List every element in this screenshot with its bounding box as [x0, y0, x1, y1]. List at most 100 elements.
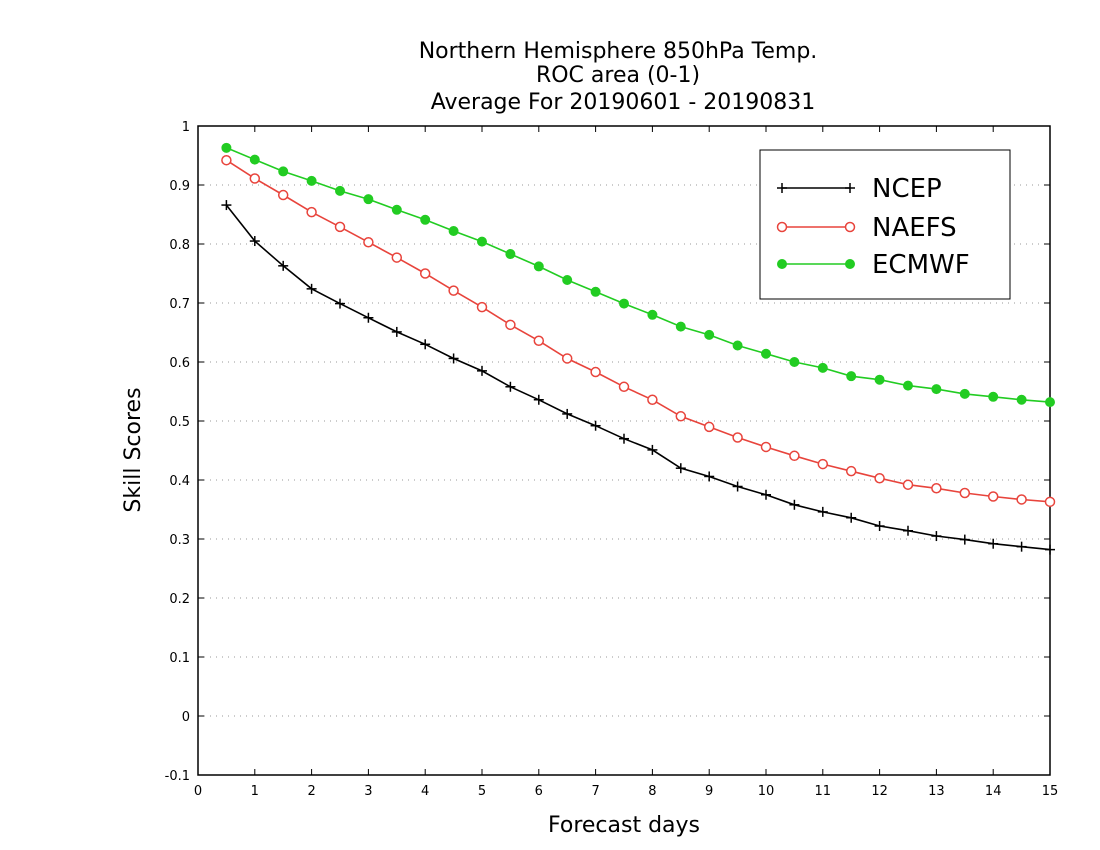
data-point-ecmwf: [1016, 394, 1027, 405]
data-point-naefs: [902, 479, 914, 490]
data-point-ecmwf: [761, 348, 771, 359]
y-tick-label: -0.1: [165, 769, 190, 784]
series-line-ncep: [225, 204, 1051, 551]
x-tick-label: 7: [591, 784, 599, 799]
data-point-ecmwf: [988, 391, 999, 402]
data-point-naefs: [334, 221, 346, 233]
data-point-ncep: [931, 531, 942, 542]
data-point-naefs: [760, 441, 772, 453]
legend: NCEP NAEFS ECMWF: [759, 149, 1011, 300]
data-point-naefs: [476, 301, 488, 313]
data-point-ecmwf: [562, 274, 573, 285]
data-point-naefs: [448, 285, 459, 296]
data-point-ecmwf: [817, 362, 828, 373]
legend-marker-naefs: [844, 221, 856, 233]
x-tick-label: 0: [194, 784, 202, 799]
data-point-naefs: [817, 458, 829, 470]
data-point-ncep: [846, 512, 857, 523]
data-point-ecmwf: [789, 357, 800, 367]
data-point-ncep: [874, 521, 885, 532]
data-point-naefs: [647, 394, 658, 406]
series-ncep: [221, 200, 1055, 555]
data-point-naefs: [618, 381, 630, 393]
y-tick-label: 0.2: [169, 592, 190, 607]
x-tick-label: 12: [871, 784, 888, 799]
data-point-naefs: [703, 421, 715, 433]
x-tick-label: 1: [251, 784, 259, 799]
x-tick-label: 6: [535, 784, 543, 799]
y-tick-label: 0.3: [169, 533, 190, 548]
data-point-ecmwf: [306, 175, 317, 186]
data-point-ecmwf: [278, 166, 289, 177]
x-tick-label: 8: [648, 784, 656, 799]
data-point-ncep: [817, 506, 828, 517]
data-point-ecmwf: [221, 142, 232, 153]
legend-label-naefs: NAEFS: [872, 213, 957, 243]
data-point-ncep: [306, 283, 317, 294]
data-point-ncep: [959, 534, 970, 545]
data-point-naefs: [249, 173, 261, 184]
x-tick-label: 2: [307, 784, 315, 799]
legend-box: [759, 149, 1011, 300]
x-axis: 0 1 2 3 4 5 6 7 8 9 10 11 12 13 14 15: [194, 126, 1058, 799]
data-point-ecmwf: [704, 329, 715, 340]
data-point-naefs: [590, 366, 601, 378]
legend-marker-ecmwf: [845, 259, 855, 269]
data-point-ncep: [505, 381, 516, 392]
data-point-naefs: [505, 319, 516, 331]
data-point-ncep: [761, 489, 771, 500]
data-point-naefs: [874, 472, 885, 484]
data-point-ncep: [562, 408, 573, 419]
data-point-ecmwf: [448, 226, 459, 237]
data-point-ncep: [249, 236, 260, 247]
data-point-ncep: [1016, 541, 1027, 552]
legend-marker-ncep: [777, 183, 787, 193]
data-point-ncep: [1045, 544, 1055, 555]
data-point-naefs: [391, 252, 403, 263]
chart-title-line-3: Average For 20190601 - 20190831: [431, 90, 816, 115]
data-point-ncep: [988, 538, 999, 549]
data-point-ecmwf: [647, 309, 658, 320]
x-tick-label: 13: [928, 784, 945, 799]
data-point-ecmwf: [959, 388, 970, 399]
data-point-ecmwf: [732, 340, 743, 351]
data-point-ncep: [477, 365, 487, 376]
legend-marker-naefs: [776, 221, 788, 233]
data-point-naefs: [306, 206, 317, 218]
data-point-ecmwf: [477, 236, 487, 247]
legend-marker-ncep: [845, 183, 855, 193]
legend-label-ncep: NCEP: [872, 174, 942, 204]
x-tick-label: 4: [421, 784, 429, 799]
x-tick-label: 3: [364, 784, 372, 799]
data-point-ecmwf: [874, 374, 885, 385]
data-point-naefs: [675, 411, 687, 422]
data-point-ncep: [391, 326, 402, 337]
data-point-ecmwf: [533, 261, 544, 272]
data-point-naefs: [845, 465, 857, 477]
y-tick-label: 0.4: [169, 474, 190, 489]
y-tick-label: 0.6: [169, 356, 190, 371]
y-axis-label: Skill Scores: [121, 387, 146, 512]
chart-title-line-2: ROC area (0-1): [536, 63, 700, 88]
data-point-naefs: [987, 491, 999, 502]
data-point-naefs: [221, 154, 232, 166]
series-ecmwf: [221, 142, 1055, 408]
data-point-ncep: [533, 394, 544, 405]
data-point-ncep: [732, 481, 743, 492]
data-point-ncep: [448, 353, 459, 364]
data-point-naefs: [419, 268, 431, 279]
x-tick-label: 9: [705, 784, 713, 799]
series-group: [221, 142, 1056, 555]
data-point-ncep: [647, 444, 658, 455]
data-point-naefs: [363, 236, 374, 248]
data-point-ecmwf: [391, 204, 402, 215]
data-point-naefs: [931, 483, 942, 494]
x-tick-label: 5: [478, 784, 486, 799]
data-point-ecmwf: [619, 298, 629, 309]
legend-marker-ecmwf: [777, 259, 787, 269]
y-tick-label: 0.9: [169, 179, 190, 194]
data-point-naefs: [1016, 494, 1027, 505]
data-point-naefs: [959, 487, 971, 499]
legend-label-ecmwf: ECMWF: [872, 250, 970, 280]
